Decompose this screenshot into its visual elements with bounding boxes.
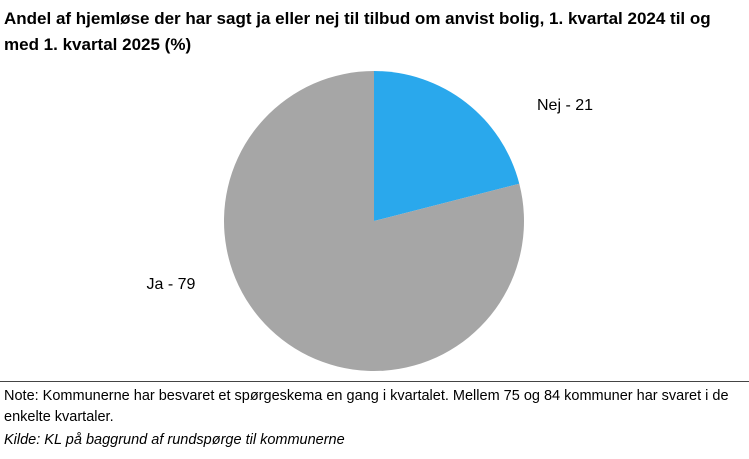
divider xyxy=(0,381,749,382)
chart-title: Andel af hjemløse der har sagt ja eller … xyxy=(4,9,711,54)
chart-note: Note: Kommunerne har besvaret et spørges… xyxy=(4,388,729,425)
pie-slice-ja xyxy=(224,71,525,372)
slice-label-nej: Nej - 21 xyxy=(537,97,593,114)
chart-source: Kilde: KL på baggrund af rundspørge til … xyxy=(4,432,345,448)
pie-chart: Nej - 21 Ja - 79 xyxy=(147,71,593,372)
pie-slice-nej xyxy=(374,71,520,221)
slice-label-ja: Ja - 79 xyxy=(147,276,196,293)
